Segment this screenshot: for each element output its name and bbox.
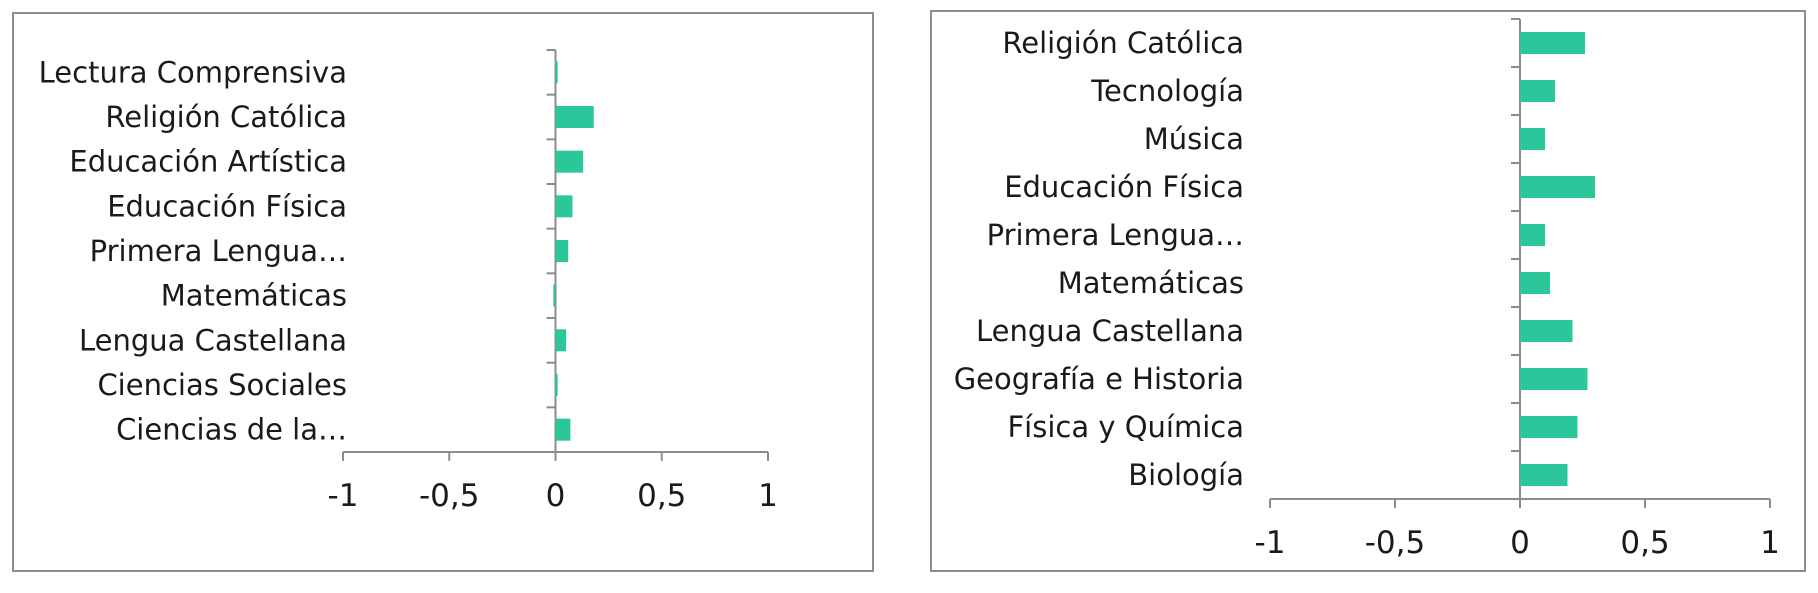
value-axis-tick-label: 1 bbox=[1760, 525, 1780, 561]
bar bbox=[1520, 464, 1568, 486]
bar bbox=[555, 61, 558, 84]
category-label: Educación Artística bbox=[69, 145, 347, 179]
category-label: Lectura Comprensiva bbox=[39, 55, 347, 89]
category-label: Matemáticas bbox=[1058, 266, 1244, 300]
bar bbox=[1520, 320, 1573, 342]
bar bbox=[1520, 176, 1595, 198]
category-label: Tecnología bbox=[1090, 74, 1244, 108]
bar bbox=[555, 374, 558, 396]
bar-chart-right: -1 -0,5 0 0,5 1 Religión Católica Tecnología Mú… bbox=[954, 18, 1780, 561]
category-label: Biología bbox=[1128, 458, 1244, 492]
chart-panel-left: -1 -0,5 0 0,5 1 Lectura Comprensiva Religión C… bbox=[12, 12, 874, 572]
bar bbox=[1520, 224, 1545, 246]
value-axis-tick-label: -1 bbox=[1255, 525, 1286, 561]
category-label: Lengua Castellana bbox=[976, 314, 1244, 348]
category-label: Música bbox=[1144, 122, 1244, 156]
category-label: Ciencias Sociales bbox=[97, 368, 347, 402]
bar-chart-left: -1 -0,5 0 0,5 1 Lectura Comprensiva Religión C… bbox=[39, 49, 778, 514]
category-label: Geografía e Historia bbox=[954, 362, 1244, 396]
category-label: Lengua Castellana bbox=[79, 323, 347, 357]
category-label: Educación Física bbox=[1004, 170, 1244, 204]
chart-panel-right: -1 -0,5 0 0,5 1 Religión Católica Tecnología Mú… bbox=[930, 10, 1806, 572]
value-axis-tick-label: -1 bbox=[328, 478, 359, 514]
category-label: Primera Lengua… bbox=[987, 218, 1244, 252]
bar bbox=[555, 240, 569, 262]
bar bbox=[555, 329, 567, 352]
category-label: Matemáticas bbox=[161, 279, 347, 313]
bar bbox=[1520, 272, 1550, 294]
value-axis-tick-label: 0 bbox=[546, 478, 566, 514]
bar bbox=[1520, 32, 1585, 54]
value-axis-tick-label: -0,5 bbox=[419, 478, 480, 514]
bar bbox=[1520, 416, 1578, 438]
value-axis-tick-label: 0,5 bbox=[637, 478, 686, 514]
value-axis-tick-label: 1 bbox=[758, 478, 778, 514]
category-label: Religión Católica bbox=[1002, 26, 1244, 60]
category-label: Religión Católica bbox=[105, 100, 347, 134]
bar bbox=[555, 195, 573, 218]
category-label: Primera Lengua… bbox=[90, 234, 347, 268]
bar bbox=[555, 106, 594, 128]
bar bbox=[1520, 80, 1555, 102]
value-axis-tick-label: 0 bbox=[1510, 525, 1530, 561]
bar bbox=[555, 150, 584, 173]
bar bbox=[553, 284, 556, 307]
category-label: Educación Física bbox=[107, 189, 347, 223]
bar bbox=[555, 418, 571, 441]
value-axis-tick-label: 0,5 bbox=[1620, 525, 1669, 561]
bar bbox=[1520, 368, 1588, 390]
category-label: Ciencias de la… bbox=[116, 413, 347, 447]
bar bbox=[1520, 128, 1545, 150]
category-label: Física y Química bbox=[1007, 410, 1244, 444]
value-axis-tick-label: -0,5 bbox=[1365, 525, 1426, 561]
